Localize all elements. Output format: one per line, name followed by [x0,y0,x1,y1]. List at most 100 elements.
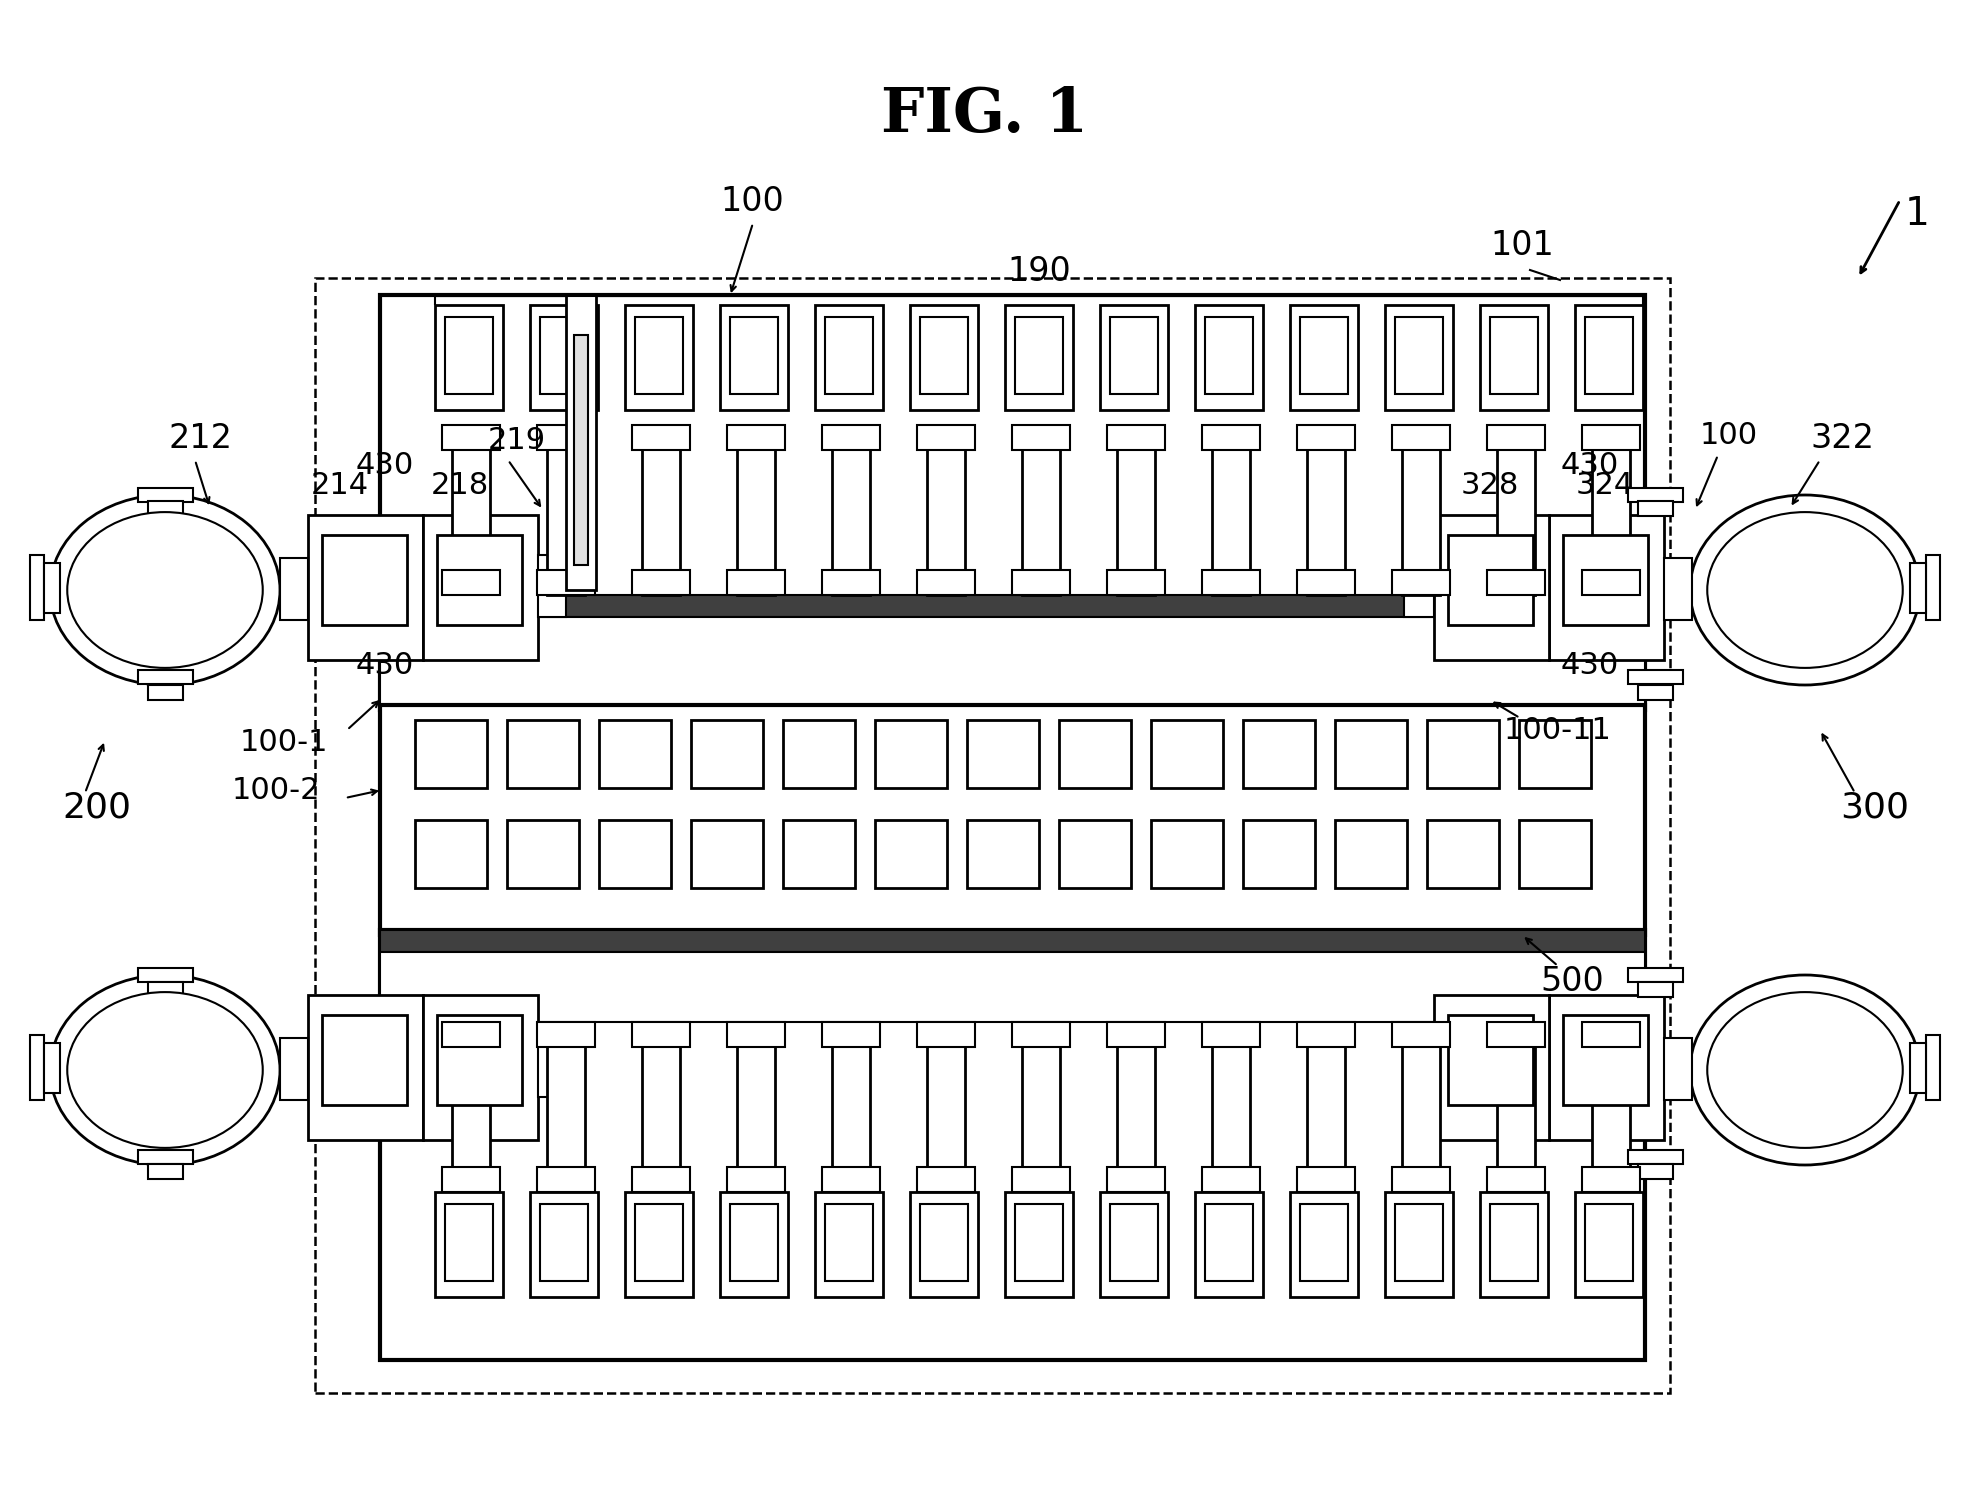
Bar [1911,1043,1927,1094]
Text: 500: 500 [1541,966,1604,998]
Ellipse shape [1690,496,1921,684]
Bar [1300,317,1347,394]
Bar [1405,1036,1434,1097]
Bar [1060,720,1131,789]
Bar [565,295,597,591]
Bar [1426,720,1499,789]
Bar [1586,317,1633,394]
Bar [530,1192,599,1298]
Bar [1497,426,1535,595]
Bar [451,426,491,595]
Bar [1013,426,1070,449]
Bar [782,720,855,789]
Bar [731,1204,778,1281]
Bar [831,1022,871,1192]
Bar [634,317,684,394]
Text: 218: 218 [431,472,489,500]
Bar [280,1039,307,1100]
Bar [1627,969,1682,982]
Text: 430: 430 [1560,451,1619,481]
Bar [1489,1204,1539,1281]
Bar [573,335,587,565]
Bar [1927,555,1940,620]
Bar [424,995,538,1140]
Bar [875,720,948,789]
Bar [642,1022,680,1192]
Bar [148,982,183,997]
Bar [737,1022,774,1192]
Bar [632,426,690,449]
Bar [148,501,183,516]
Bar [538,570,595,595]
Bar [1548,515,1665,661]
Bar [1627,1150,1682,1164]
Bar [1911,562,1927,613]
Bar [506,820,579,888]
Bar [1099,305,1168,411]
Bar [1574,305,1643,411]
Bar [727,426,784,449]
Bar [727,1167,784,1192]
Bar [624,1192,693,1298]
Bar [831,426,871,595]
Bar [691,720,762,789]
Bar [1202,426,1261,449]
Text: 100: 100 [1700,421,1757,449]
Bar [916,1022,975,1048]
Bar [441,1167,500,1192]
Bar [1487,1022,1544,1048]
Bar [441,570,500,595]
Bar [321,536,408,625]
Bar [380,705,1645,934]
Bar [1060,820,1131,888]
Bar [1582,426,1639,449]
Ellipse shape [67,992,262,1147]
Bar [920,317,967,394]
Bar [910,1192,977,1298]
Bar [1109,317,1158,394]
Bar [632,1022,690,1048]
Bar [435,1192,502,1298]
Ellipse shape [1690,975,1921,1165]
Text: 100: 100 [719,185,784,219]
Bar [1665,1039,1692,1100]
Bar [307,995,424,1140]
Bar [315,278,1671,1393]
Bar [727,570,784,595]
Bar [1202,1022,1261,1048]
Bar [445,317,492,394]
Bar [280,558,307,620]
Bar [1306,1022,1346,1192]
Bar [1393,426,1450,449]
Text: 200: 200 [61,790,130,824]
Text: 324: 324 [1576,472,1635,500]
Bar [1107,1167,1164,1192]
Bar [538,1167,595,1192]
Bar [727,1022,784,1048]
Bar [920,1204,967,1281]
Bar [506,720,579,789]
Bar [1395,1204,1442,1281]
Bar [1206,317,1253,394]
Bar [910,305,977,411]
Text: 212: 212 [167,423,232,455]
Bar [816,305,883,411]
Bar [1519,720,1592,789]
Bar [1627,488,1682,501]
Bar [1487,570,1544,595]
Bar [1548,995,1665,1140]
Bar [737,426,774,595]
Text: 214: 214 [311,472,368,500]
Bar [437,1015,522,1106]
Bar [1489,317,1539,394]
Text: 100-2: 100-2 [232,775,319,805]
Bar [138,670,193,684]
Bar [148,684,183,699]
Bar [1927,1036,1940,1100]
Bar [1562,536,1649,625]
Bar [1497,1022,1535,1192]
Bar [1448,536,1533,625]
Text: 100-1: 100-1 [240,728,327,757]
Bar [1385,1192,1454,1298]
Bar [538,1036,565,1097]
